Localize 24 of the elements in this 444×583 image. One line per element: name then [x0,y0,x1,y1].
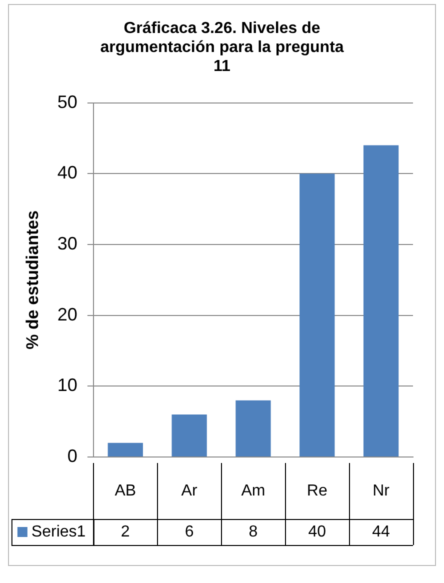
data-label: 2 [120,523,130,540]
x-tick-label: Am [241,482,266,500]
y-tick-label: 50 [57,92,78,112]
y-tick-label: 0 [67,446,78,466]
bar [108,442,143,456]
x-tick-label: Ar [181,482,198,500]
data-label: 44 [372,523,390,540]
x-tick-label: AB [114,482,136,500]
legend-label: Series1 [31,523,86,540]
y-tick-label: 40 [57,162,78,183]
data-label: 6 [184,523,194,540]
chart-title: Gráficaca 3.26. Niveles de argumentación para la pregunta 11 [99,19,345,76]
bar [300,174,335,456]
data-label: 8 [248,523,258,540]
bar [363,145,399,456]
data-label: 40 [308,523,326,540]
bar [236,400,271,456]
y-tick-label: 20 [57,304,78,324]
x-tick-label: Re [306,482,328,500]
x-tick-label: Nr [372,482,390,500]
y-tick-label: 10 [57,375,78,396]
y-axis-title: % de estudiantes [22,210,42,350]
y-tick-label: 30 [57,233,78,254]
bar [172,414,207,456]
